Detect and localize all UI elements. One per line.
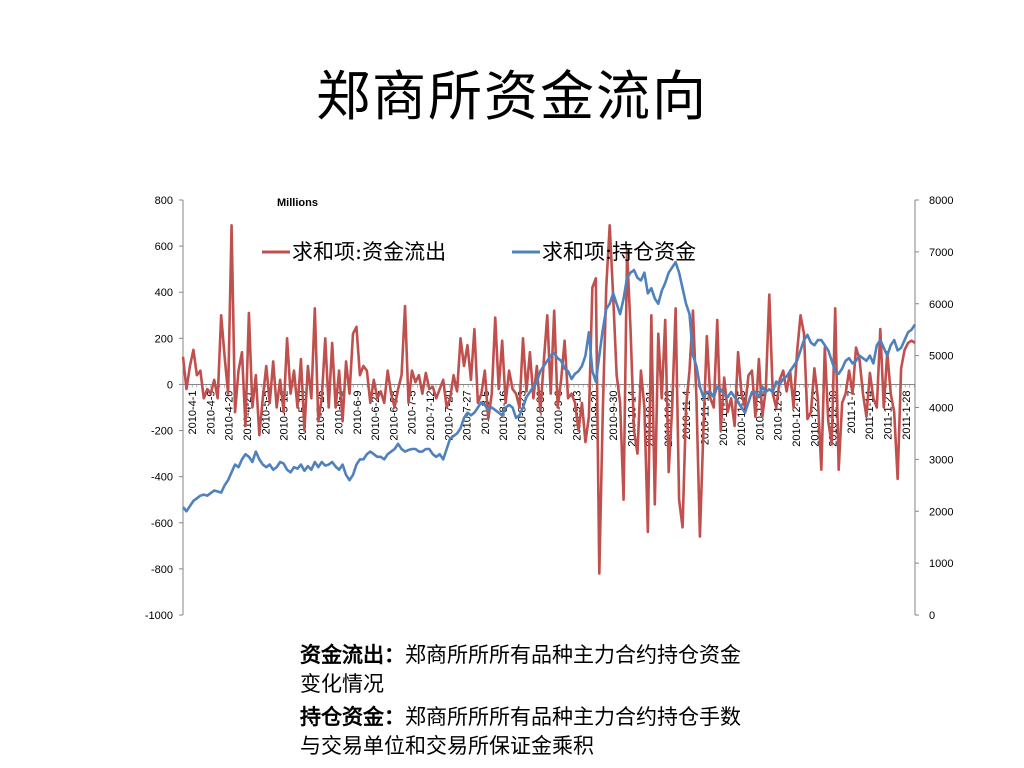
series-line-position — [182, 260, 917, 513]
left-tick-label: -400 — [151, 472, 173, 484]
unit-label: Millions — [277, 197, 318, 209]
note-position: 持仓资金：郑商所所所有品种主力合约持仓手数与交易单位和交易所保证金乘积 — [300, 702, 750, 761]
x-tick-label: 2010-4-20 — [224, 390, 236, 440]
note-outflow-text: 郑商所所所有品种主力合约持仓资金变化情况 — [300, 643, 741, 696]
note-outflow: 资金流出：郑商所所所有品种主力合约持仓资金变化情况 — [300, 640, 750, 699]
x-tick-label: 2010-6-28 — [388, 390, 400, 440]
x-tick-label: 2010-6-9 — [352, 390, 364, 434]
left-tick-label: 0 — [167, 379, 173, 391]
right-tick-label: 3000 — [929, 454, 953, 466]
series-line-outflow — [181, 224, 916, 575]
x-tick-label: 2011-1-7 — [846, 390, 858, 433]
left-tick-label: -800 — [151, 564, 173, 576]
right-tick-label: 8000 — [929, 195, 953, 207]
right-tick-label: 0 — [929, 610, 935, 622]
x-tick-label: 2010-9-20 — [590, 390, 602, 440]
note-position-text: 郑商所所所有品种主力合约持仓手数与交易单位和交易所保证金乘积 — [300, 705, 741, 758]
x-tick-labels: 2010-4-1 2010-4-9 2010-4-20 2010-4-27 2010-5… — [187, 390, 913, 446]
notes: 资金流出：郑商所所所有品种主力合约持仓资金变化情况 持仓资金：郑商所所所有品种主… — [300, 640, 750, 764]
x-tick-label: 2011-1-28 — [901, 390, 913, 439]
left-tick-label: 200 — [155, 333, 173, 345]
note-position-term: 持仓资金： — [300, 704, 405, 729]
left-tick-label: 800 — [155, 195, 173, 207]
chart-legend: 求和项:资金流出 求和项:持仓资金 — [262, 240, 696, 264]
x-tick-label: 2010-8-16 — [498, 390, 510, 440]
right-tick-label: 1000 — [929, 558, 953, 570]
right-tick-label: 2000 — [929, 506, 953, 518]
x-tick-label: 2010-4-1 — [187, 390, 199, 434]
x-tick-label: 2010-4-9 — [205, 390, 217, 434]
x-tick-label: 2010-9-30 — [608, 390, 620, 440]
left-tick-label: 600 — [155, 241, 173, 253]
series-lines — [181, 224, 917, 575]
legend-label-outflow: 求和项:资金流出 — [292, 240, 446, 264]
x-tick-label: 2010-7-12 — [425, 390, 437, 440]
slide-title: 郑商所资金流向 — [316, 65, 708, 128]
x-tick-label: 2010-6-21 — [370, 390, 382, 440]
right-tick-label: 6000 — [929, 299, 953, 311]
note-outflow-term: 资金流出： — [300, 642, 405, 667]
right-tick-label: 5000 — [929, 351, 953, 363]
x-tick-label: 2010-7-27 — [462, 390, 474, 440]
legend-label-position: 求和项:持仓资金 — [542, 240, 696, 264]
x-tick-label: 2010-9-6 — [553, 390, 565, 434]
right-tick-label: 4000 — [929, 403, 953, 415]
x-tick-label: 2010-8-5 — [480, 390, 492, 434]
left-tick-label: -600 — [151, 518, 173, 530]
left-tick-label: -1000 — [145, 610, 173, 622]
left-tick-label: -200 — [151, 426, 173, 438]
chart-axes: 8006004002000-200-400-600-800-1000800070… — [145, 195, 954, 622]
fund-flow-chart: 8006004002000-200-400-600-800-1000800070… — [145, 195, 954, 622]
right-tick-label: 7000 — [929, 247, 953, 259]
left-tick-label: 400 — [155, 287, 173, 299]
x-tick-label: 2010-8-30 — [535, 390, 547, 440]
